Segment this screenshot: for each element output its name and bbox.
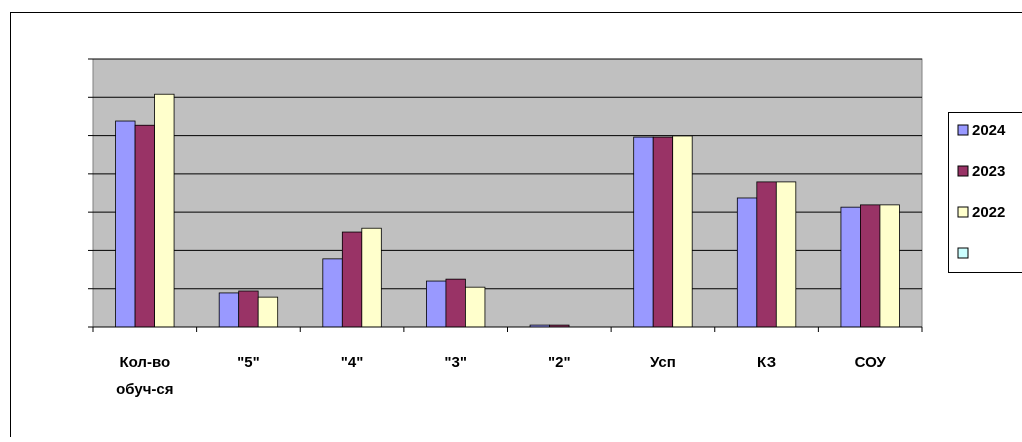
- legend-label: 2024: [972, 122, 1006, 139]
- bar: [239, 291, 259, 327]
- x-tick-label: КЗ: [757, 354, 776, 371]
- legend-swatch: [958, 125, 968, 135]
- bar: [135, 125, 155, 327]
- legend-swatch: [958, 207, 968, 217]
- bar: [116, 121, 136, 327]
- bar: [446, 279, 466, 327]
- x-tick-label: "5": [237, 354, 260, 371]
- x-tick-label: СОУ: [855, 354, 887, 371]
- bar: [258, 297, 278, 327]
- bar: [776, 182, 796, 327]
- bar: [841, 207, 861, 327]
- bar: [634, 137, 654, 327]
- x-tick-label: "2": [548, 354, 571, 371]
- legend-label: 2022: [972, 204, 1005, 221]
- bar: [757, 182, 777, 327]
- bar: [362, 228, 382, 327]
- bar: [465, 287, 485, 327]
- bar: [653, 137, 673, 327]
- x-tick-label: Усп: [650, 354, 676, 371]
- bar: [860, 205, 880, 327]
- legend-swatch: [958, 166, 968, 176]
- bar: [342, 232, 362, 327]
- bar: [219, 293, 239, 327]
- bar: [737, 198, 757, 327]
- plot-area: [93, 59, 922, 327]
- bar: [673, 136, 693, 327]
- legend-label: 2023: [972, 163, 1005, 180]
- bar: [426, 281, 446, 327]
- legend-swatch: [958, 248, 968, 258]
- bar: [155, 94, 175, 327]
- x-tick-label: "3": [444, 354, 467, 371]
- bar: [323, 259, 343, 327]
- x-tick-label: "4": [341, 354, 364, 371]
- bar: [880, 205, 900, 327]
